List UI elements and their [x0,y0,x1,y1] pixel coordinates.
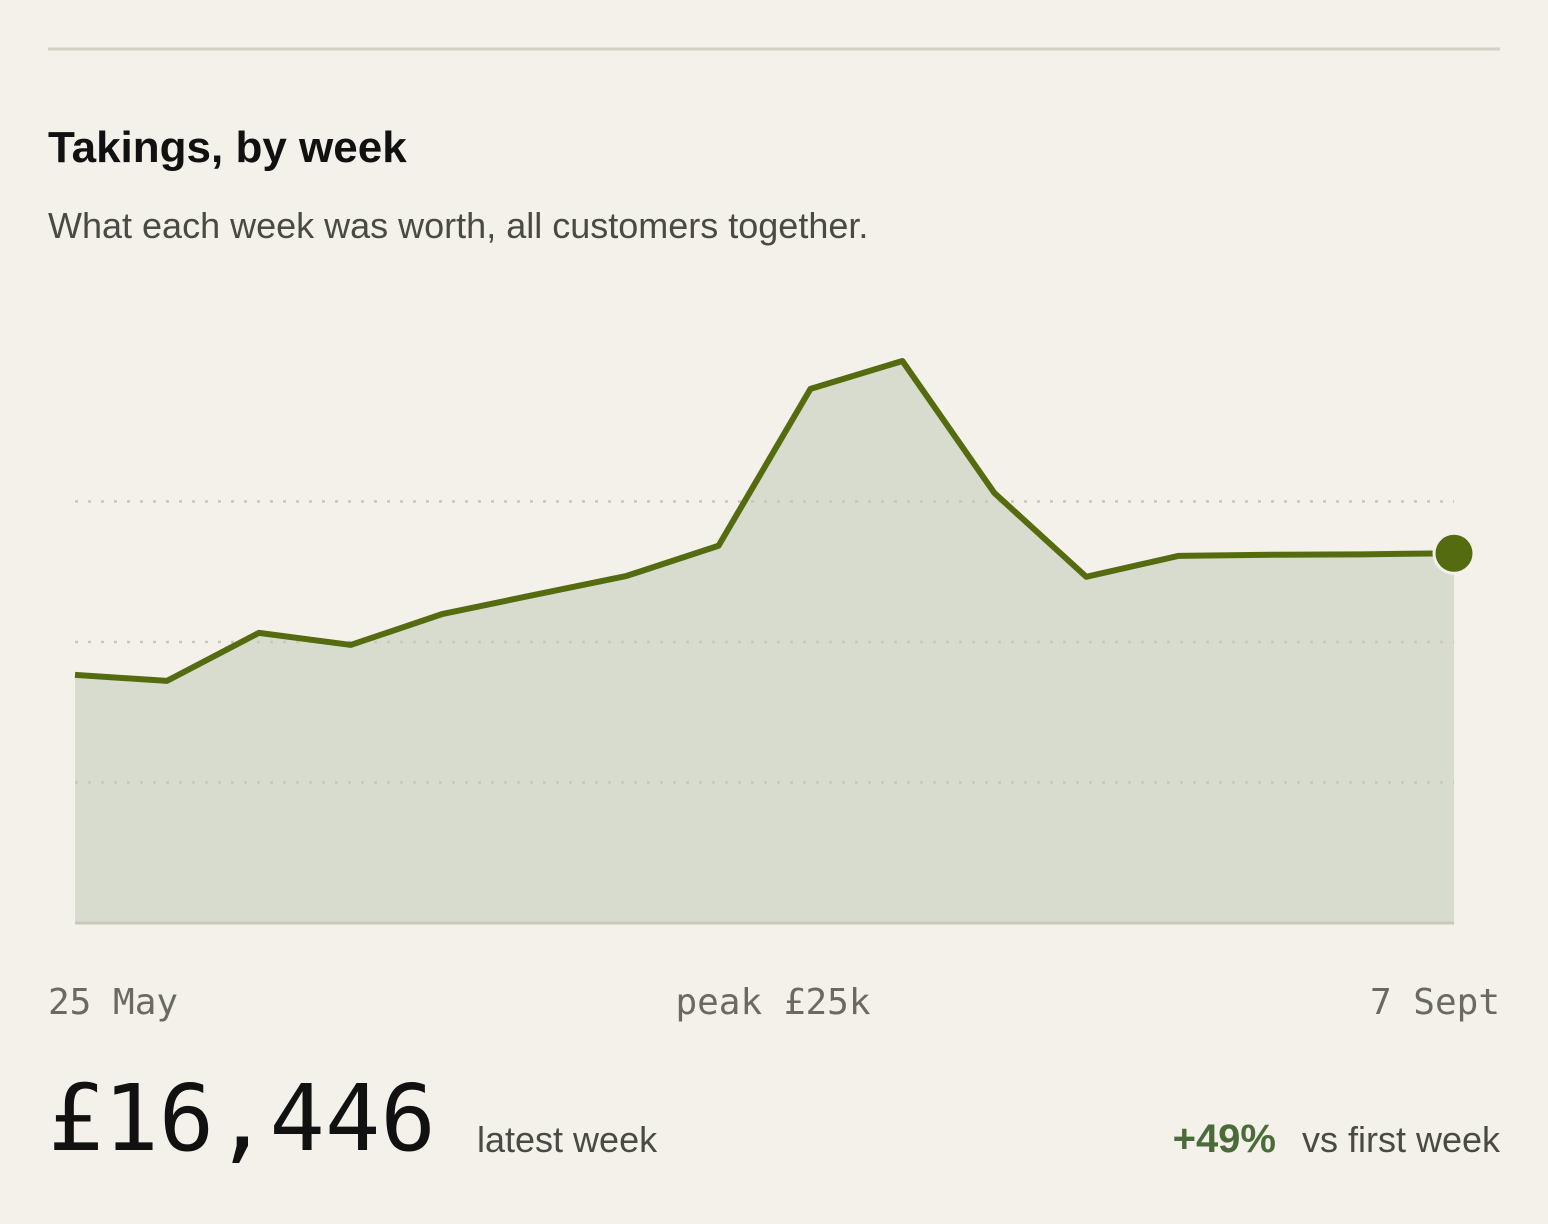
x-tick-label: 25 May [48,982,178,1023]
line [74,358,1455,684]
peak-annotation: peak £25k [675,982,870,1023]
x-tick-label: 7 Sept [1370,982,1500,1023]
latest-value: £16,446 [48,1065,436,1172]
latest-caption: latest week [477,1119,658,1160]
chart-subtitle: What each week was worth, all customers … [48,205,868,246]
chart-title: Takings, by week [48,123,407,172]
change-label: +49% [1173,1117,1276,1161]
plot [74,358,1476,925]
latest-point [1432,531,1476,575]
change-caption: vs first week [1302,1119,1501,1160]
